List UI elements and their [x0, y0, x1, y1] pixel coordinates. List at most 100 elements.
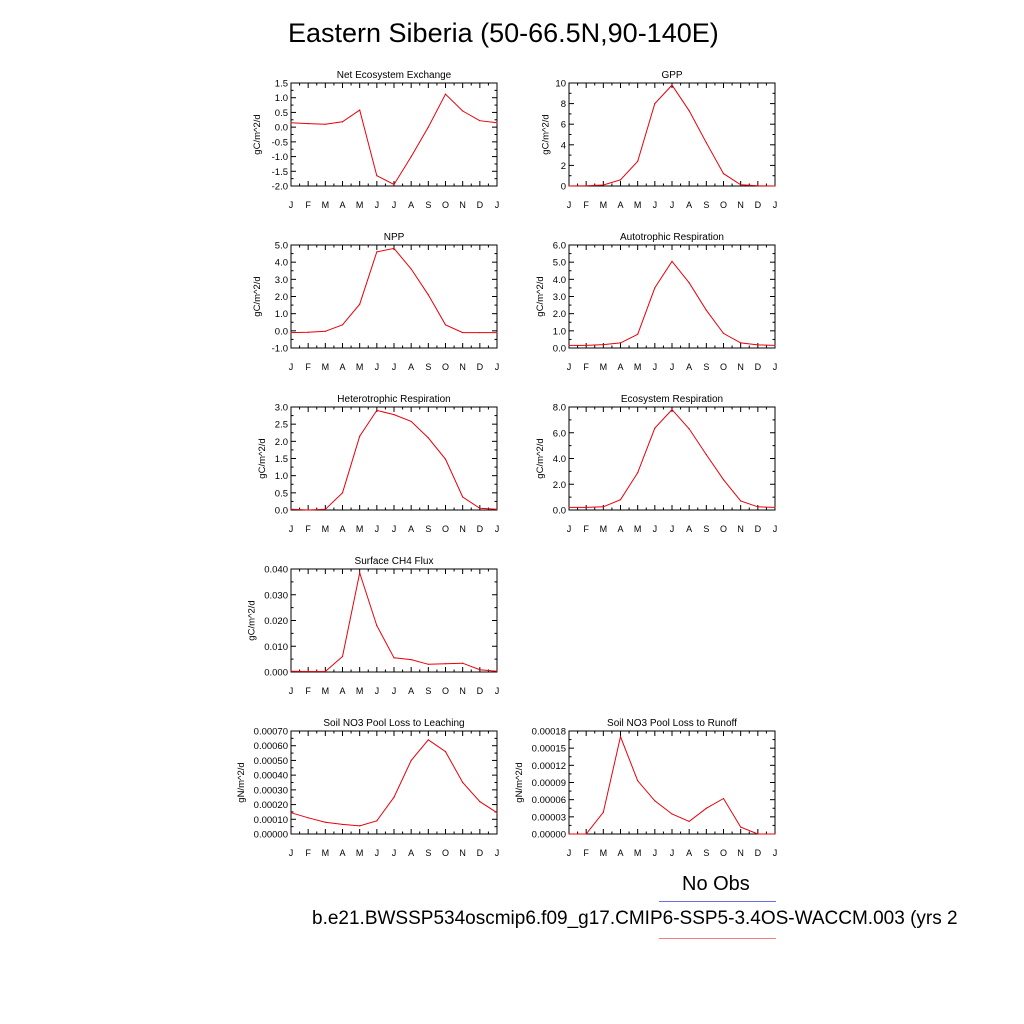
x-tick-label: M	[356, 524, 364, 534]
x-tick-label: J	[375, 686, 380, 696]
data-point	[359, 572, 361, 574]
y-tick-label: 2.0	[275, 292, 288, 303]
data-point	[290, 331, 292, 334]
data-point	[290, 670, 292, 672]
y-tick-label: 0.020	[264, 616, 288, 627]
data-point	[740, 184, 742, 186]
panel-title: Autotrophic Respiration	[620, 232, 724, 243]
x-tick-label: S	[425, 362, 431, 372]
y-axis-label: gC/m^2/d	[535, 276, 546, 316]
data-point	[496, 670, 498, 672]
y-tick-label: 8	[561, 99, 566, 110]
data-point	[444, 93, 447, 95]
series-line	[569, 408, 776, 508]
y-tick-label: -0.5	[272, 137, 288, 148]
x-tick-label: N	[737, 848, 744, 858]
y-tick-label: 0.5	[275, 108, 288, 119]
y-tick-label: 0.00020	[254, 800, 288, 811]
data-point	[427, 294, 429, 296]
panel-title: GPP	[661, 70, 682, 81]
series-line	[568, 84, 776, 187]
x-tick-label: J	[670, 362, 675, 372]
y-tick-label: 0.00030	[254, 785, 288, 796]
data-point	[774, 344, 776, 347]
legend-case-line	[659, 938, 776, 939]
data-point	[688, 282, 690, 284]
data-point	[568, 344, 570, 347]
data-point	[585, 344, 587, 347]
data-point	[722, 173, 725, 175]
data-point	[376, 625, 378, 627]
data-point	[671, 408, 673, 411]
data-point	[654, 103, 656, 105]
y-tick-label: 4	[561, 140, 566, 151]
y-axis-label: gC/m^2/d	[247, 600, 258, 640]
data-point	[774, 833, 776, 835]
x-tick-label: A	[408, 362, 414, 372]
y-tick-label: -1.0	[272, 344, 288, 355]
data-point	[410, 420, 412, 423]
x-tick-label: M	[322, 524, 330, 534]
data-point	[619, 736, 622, 738]
y-tick-label: 0.00060	[254, 741, 288, 752]
data-point	[602, 811, 604, 813]
x-tick-label: D	[755, 848, 762, 858]
x-tick-label: S	[703, 200, 709, 210]
y-tick-label: 0.00006	[532, 795, 566, 806]
y-tick-label: 0.00000	[254, 830, 288, 841]
data-point	[393, 657, 395, 659]
y-tick-label: -2.0	[272, 182, 288, 193]
x-tick-label: A	[617, 200, 623, 210]
data-point	[740, 826, 742, 828]
data-point	[462, 781, 464, 784]
data-point	[444, 751, 447, 753]
x-tick-label: J	[653, 200, 658, 210]
data-point	[324, 670, 326, 673]
x-tick-label: F	[583, 362, 589, 372]
x-tick-label: A	[408, 848, 414, 858]
y-tick-label: 1.5	[275, 454, 288, 465]
data-point	[637, 780, 639, 782]
y-tick-label: 10	[555, 79, 566, 90]
data-point	[757, 185, 759, 187]
data-point	[496, 508, 498, 510]
x-tick-label: A	[339, 524, 345, 534]
x-tick-label: J	[392, 686, 397, 696]
x-tick-label: J	[567, 524, 572, 534]
data-point	[427, 663, 429, 665]
data-point	[774, 185, 776, 187]
x-tick-label: J	[670, 524, 675, 534]
x-tick-label: D	[477, 524, 484, 534]
data-point	[376, 251, 378, 253]
x-tick-label: M	[356, 200, 364, 210]
data-point	[602, 343, 604, 346]
x-tick-label: M	[356, 686, 364, 696]
data-point	[290, 508, 292, 510]
data-point	[410, 759, 412, 762]
x-tick-label: M	[600, 362, 608, 372]
x-tick-label: O	[442, 200, 449, 210]
series-line	[290, 739, 498, 827]
legend-case-label: b.e21.BWSSP534oscmip6.f09_g17.CMIP6-SSP5…	[312, 908, 958, 929]
x-tick-label: N	[459, 524, 466, 534]
data-point	[324, 123, 326, 125]
y-tick-label: 2.0	[553, 480, 566, 491]
series-line	[290, 247, 497, 334]
panel-title: Soil NO3 Pool Loss to Runoff	[607, 718, 737, 729]
data-point	[479, 801, 481, 803]
x-tick-label: J	[392, 362, 397, 372]
plot-frame	[290, 406, 498, 511]
x-tick-label: A	[617, 848, 623, 858]
series-line	[569, 735, 775, 835]
y-tick-label: 2.5	[275, 420, 288, 431]
x-tick-label: F	[305, 686, 311, 696]
data-point	[654, 800, 656, 802]
x-tick-label: J	[773, 362, 778, 372]
y-tick-label: 3.0	[553, 292, 566, 303]
data-point	[324, 821, 326, 823]
x-tick-label: M	[634, 200, 642, 210]
